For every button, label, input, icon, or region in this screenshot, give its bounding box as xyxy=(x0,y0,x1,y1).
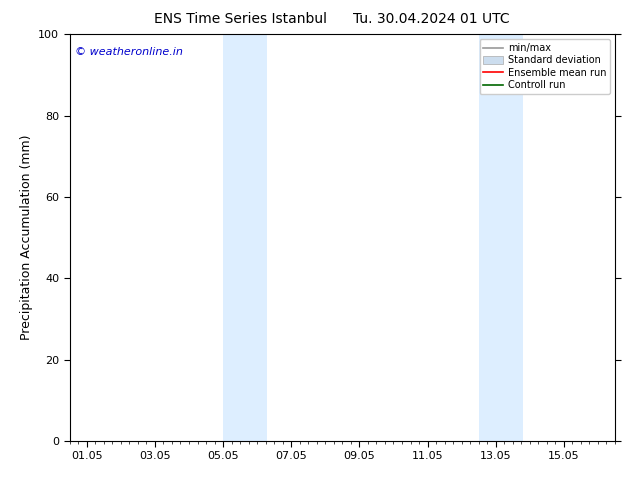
Bar xyxy=(479,34,523,441)
Bar xyxy=(223,34,268,441)
Text: Tu. 30.04.2024 01 UTC: Tu. 30.04.2024 01 UTC xyxy=(353,12,510,26)
Text: ENS Time Series Istanbul: ENS Time Series Istanbul xyxy=(155,12,327,26)
Legend: min/max, Standard deviation, Ensemble mean run, Controll run: min/max, Standard deviation, Ensemble me… xyxy=(479,39,610,94)
Text: © weatheronline.in: © weatheronline.in xyxy=(75,47,183,56)
Y-axis label: Precipitation Accumulation (mm): Precipitation Accumulation (mm) xyxy=(20,135,33,341)
